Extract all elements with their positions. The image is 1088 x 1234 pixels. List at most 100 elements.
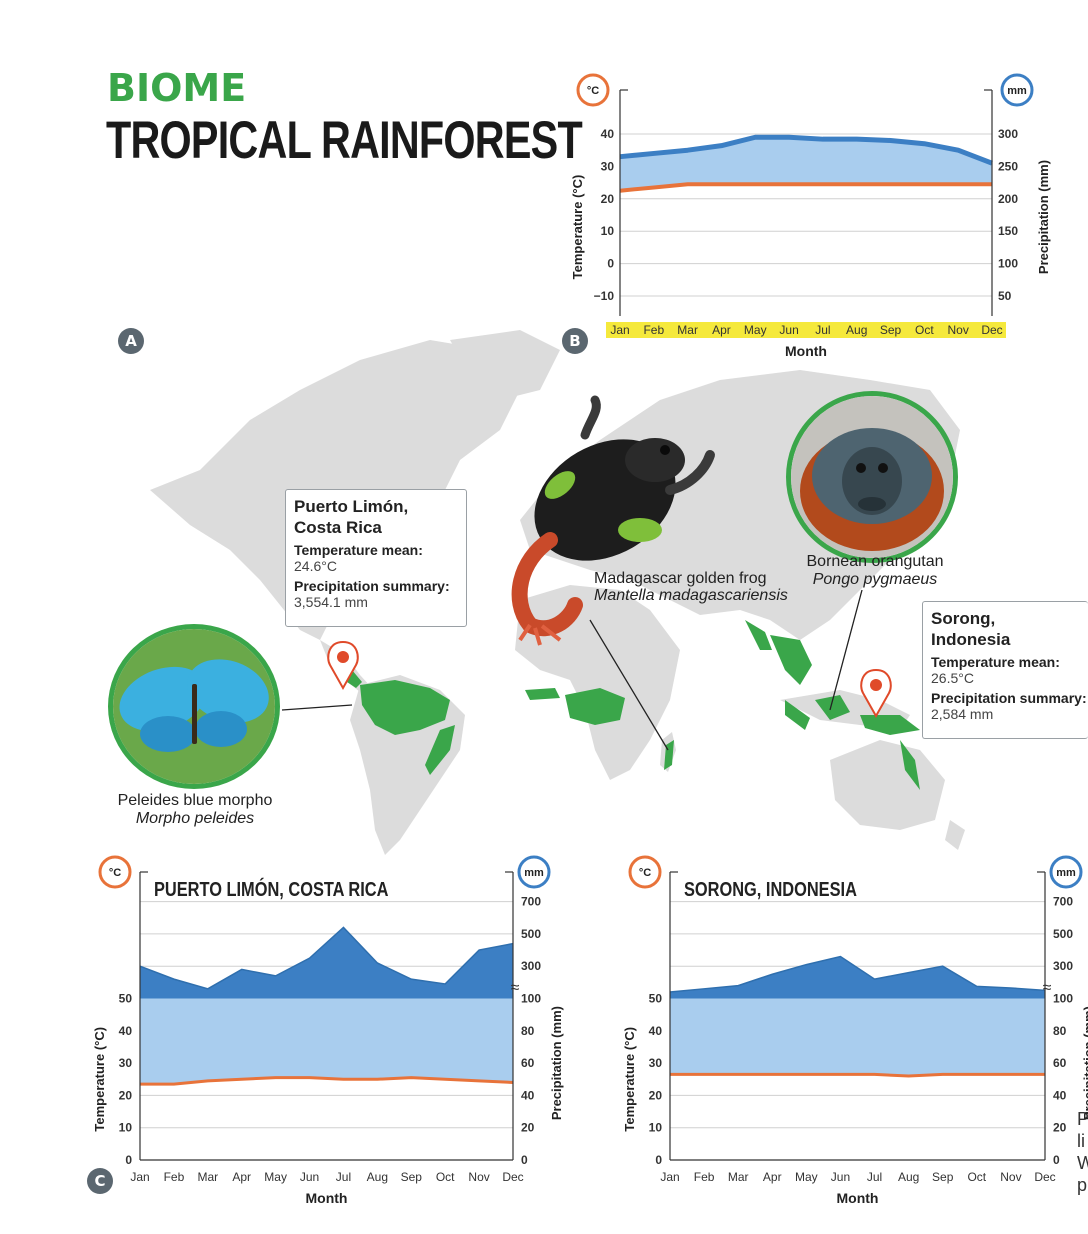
y-tick-right: 80: [1053, 1024, 1067, 1038]
x-tick: Sep: [401, 1170, 423, 1184]
greenland-shape: [450, 330, 560, 400]
callout-location-line1: Puerto Limón,: [294, 497, 409, 516]
y-tick-right: 80: [521, 1024, 535, 1038]
y-tick-right: 700: [1053, 895, 1073, 909]
rainforest-congo: [565, 688, 625, 725]
callout-precip-value: 3,554.1 mm: [294, 594, 368, 610]
leader-orangutan: [829, 589, 863, 711]
x-tick: Jun: [300, 1170, 319, 1184]
y-tick-right: 0: [1053, 1153, 1060, 1167]
biome-label: BIOME: [107, 66, 247, 110]
leader-butterfly: [281, 704, 353, 711]
unit-left-badge: [576, 73, 610, 107]
frog-icon: [511, 395, 715, 646]
orangutan-photo: [786, 391, 958, 563]
frog-common-name: Madagascar golden frog: [594, 570, 767, 587]
y-tick-right: 20: [521, 1121, 535, 1135]
callout-temp-label: Temperature mean:: [294, 542, 423, 558]
badge-b: B: [562, 328, 588, 354]
precip-line: [619, 134, 993, 166]
x-tick: Nov: [1000, 1170, 1021, 1184]
leader-frog: [589, 619, 669, 751]
callout-temp-value: 24.6°C: [294, 558, 337, 574]
side-note-line: p: [1077, 1175, 1088, 1195]
y-tick-right: 300: [521, 959, 541, 973]
unit-right-label: mm: [1056, 867, 1076, 879]
x-tick: Jun: [831, 1170, 850, 1184]
butterfly-photo: [108, 624, 280, 789]
y-axis-label-left: Temperature (°C): [92, 1027, 107, 1132]
y-tick-right: 500: [521, 927, 541, 941]
y-tick-right: 150: [998, 224, 1018, 238]
y-tick-right: 60: [1053, 1056, 1067, 1070]
precip-area-lower: [140, 998, 513, 1085]
y-tick-left: −10: [594, 289, 615, 303]
x-tick: May: [264, 1170, 287, 1184]
x-tick: Mar: [728, 1170, 749, 1184]
rainforest-new-guinea: [860, 715, 920, 735]
y-tick-left: 30: [119, 1056, 133, 1070]
callout-precip-label: Precipitation summary:: [294, 578, 450, 594]
callout-location-line1: Sorong,: [931, 609, 996, 628]
x-tick: Nov: [948, 323, 969, 337]
callout-location-line2: Costa Rica: [294, 518, 382, 537]
x-tick: Sep: [880, 323, 902, 337]
pin-puerto-limon[interactable]: [327, 640, 359, 691]
x-axis-label: Month: [785, 343, 827, 359]
side-note: P li W p: [1077, 1108, 1088, 1196]
x-tick: Mar: [197, 1170, 218, 1184]
x-tick: Aug: [846, 323, 867, 337]
rainforest-amazon: [360, 680, 450, 735]
x-tick: Oct: [967, 1170, 986, 1184]
precip-area-lower: [670, 998, 1045, 1077]
unit-right-label: mm: [1007, 85, 1027, 97]
page-title: TROPICAL RAINFOREST: [106, 111, 583, 170]
orangutan-scientific-name: Pongo pygmaeus: [812, 571, 938, 588]
x-tick: Dec: [1034, 1170, 1055, 1184]
x-tick: Apr: [712, 323, 731, 337]
y-axis-label-left: Temperature (°C): [622, 1027, 637, 1132]
x-tick: Feb: [164, 1170, 185, 1184]
x-tick: Feb: [643, 323, 664, 337]
x-tick: Jan: [660, 1170, 679, 1184]
rainforest-west-africa: [525, 688, 560, 700]
y-tick-right: 40: [521, 1088, 535, 1102]
unit-right-badge: [1000, 73, 1034, 107]
y-tick-right: 20: [1053, 1121, 1067, 1135]
y-tick-left: 0: [655, 1153, 662, 1167]
x-tick: Aug: [367, 1170, 388, 1184]
leader-lines: [281, 589, 863, 751]
y-tick-right: 200: [998, 192, 1018, 206]
chart-sorong: 0 10 20 30 40 50 700 500 300 100 80 60 40 20 0 ≈ SORONG,…: [622, 855, 1088, 1206]
x-tick: May: [744, 323, 767, 337]
rainforest-sumatra: [785, 700, 810, 730]
y-tick-right: 0: [521, 1153, 528, 1167]
precip-line: [669, 955, 1046, 993]
temp-line: [619, 182, 992, 193]
butterfly-scientific-name: Morpho peleides: [135, 810, 255, 827]
x-tick: Jan: [610, 323, 629, 337]
caption-butterfly: Peleides blue morpho Morpho peleides: [100, 792, 290, 828]
precip-area: [620, 137, 992, 191]
precip-area-upper: [140, 927, 513, 999]
x-tick: Oct: [915, 323, 934, 337]
rainforest-queensland: [900, 740, 920, 790]
x-tick: Apr: [232, 1170, 251, 1184]
unit-right-badge: [1049, 855, 1083, 889]
x-tick: Jan: [130, 1170, 149, 1184]
chart-title: SORONG, INDONESIA: [684, 877, 857, 900]
unit-left-badge: [98, 855, 132, 889]
side-note-line: P: [1077, 1109, 1088, 1129]
axis-break-marker: ≈: [511, 980, 520, 997]
rainforest-atlantic: [425, 725, 455, 775]
pin-sorong[interactable]: [860, 668, 892, 719]
y-tick-left: 30: [649, 1056, 663, 1070]
x-axis-label: Month: [306, 1190, 348, 1206]
y-tick-left: 50: [119, 992, 133, 1006]
unit-left-label: °C: [587, 85, 599, 97]
precip-line: [139, 926, 514, 990]
y-tick-right: 40: [1053, 1088, 1067, 1102]
y-tick-left: 40: [601, 127, 615, 141]
x-tick: Dec: [981, 323, 1002, 337]
